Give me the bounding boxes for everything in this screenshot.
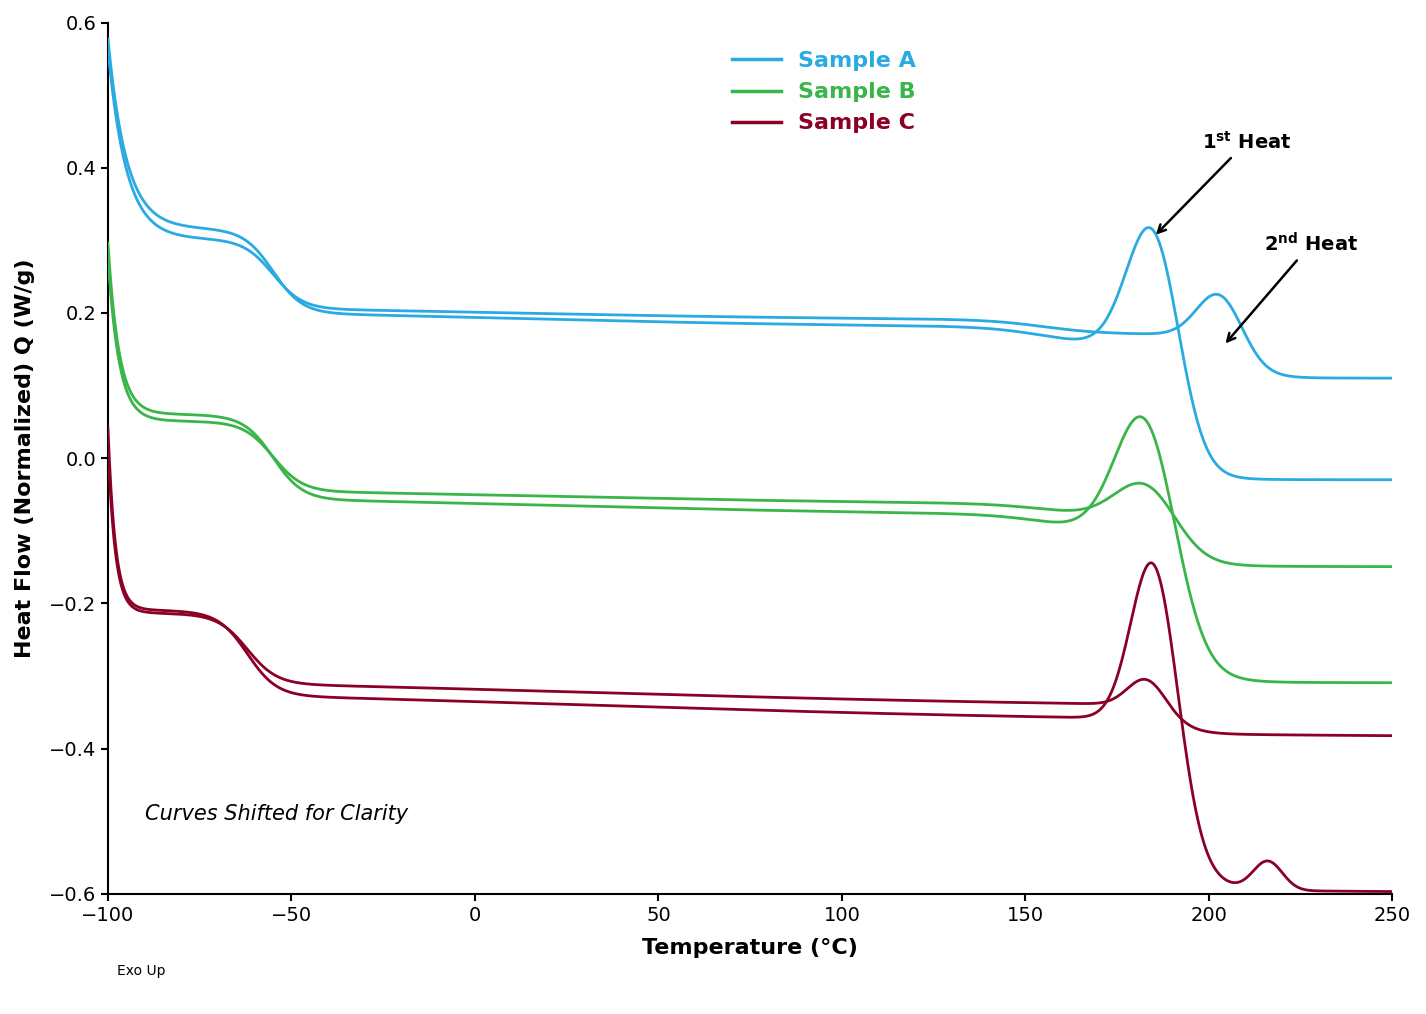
Legend: Sample A, Sample B, Sample C: Sample A, Sample B, Sample C (723, 43, 925, 142)
Text: Exo Up: Exo Up (117, 964, 165, 979)
Text: 2$^{\mathregular{nd}}$ Heat: 2$^{\mathregular{nd}}$ Heat (1228, 232, 1358, 342)
Text: Curves Shifted for Clarity: Curves Shifted for Clarity (144, 804, 408, 824)
Y-axis label: Heat Flow (Normalized) Q (W/g): Heat Flow (Normalized) Q (W/g) (16, 259, 36, 658)
Text: 1$^{\mathregular{st}}$ Heat: 1$^{\mathregular{st}}$ Heat (1158, 132, 1291, 232)
X-axis label: Temperature (°C): Temperature (°C) (642, 938, 858, 958)
